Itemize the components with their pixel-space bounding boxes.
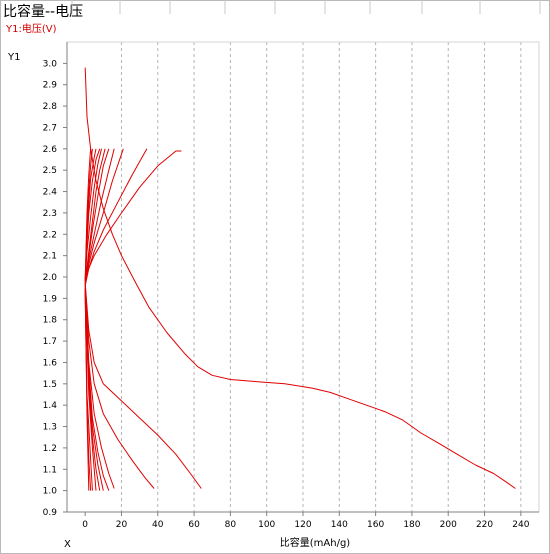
- x-tick-label-8: 160: [367, 520, 384, 530]
- x-tick-label-10: 200: [440, 520, 457, 530]
- y-tick-label-19: 2.8: [43, 102, 58, 112]
- y-tick-label-18: 2.7: [43, 123, 57, 133]
- y-axis-name: Y1: [7, 52, 20, 63]
- x-tick-label-2: 40: [152, 520, 164, 530]
- x-tick-label-4: 80: [225, 520, 237, 530]
- y-tick-label-12: 2.1: [43, 252, 57, 262]
- gridlines: [120, 42, 522, 512]
- series-line-14: [84, 148, 124, 286]
- series-line-17: [84, 148, 106, 284]
- chart-title: 比容量--电压: [3, 4, 84, 20]
- y-tick-label-11: 2.0: [43, 273, 58, 283]
- y-tick-label-16: 2.5: [43, 166, 57, 176]
- y-tick-label-1: 1.0: [43, 487, 58, 497]
- series-line-13: [84, 148, 148, 286]
- y-tick-label-10: 1.9: [43, 294, 58, 304]
- top-tick-marks: [71, 0, 541, 14]
- series-layer: [84, 67, 516, 491]
- series-line-8: [84, 289, 97, 491]
- x-axis-name: X: [64, 539, 71, 550]
- x-tick-label-3: 60: [188, 520, 200, 530]
- y-tick-label-9: 1.8: [43, 316, 58, 326]
- x-tick-label-12: 240: [512, 520, 529, 530]
- y-tick-label-15: 2.4: [43, 188, 58, 198]
- series-line-11: [84, 294, 90, 491]
- y-tick-label-21: 3.0: [43, 59, 58, 69]
- series-line-22: [84, 148, 92, 280]
- y1-series-label: Y1:电压(V): [6, 24, 57, 35]
- y-tick-labels: 0.9 1.0 1.1 1.2 1.3 1.4 1.5 1.6 1.7 1.8 1.9 2.0 2.1 2…: [43, 59, 67, 518]
- x-axis-title: 比容量(mAh/g): [280, 536, 351, 549]
- y-tick-label-3: 1.2: [43, 444, 57, 454]
- y-tick-label-14: 2.3: [43, 209, 57, 219]
- x-tick-label-1: 20: [116, 520, 128, 530]
- x-tick-label-0: 0: [82, 520, 88, 530]
- y-tick-label-17: 2.6: [43, 145, 58, 155]
- y-tick-label-4: 1.3: [43, 423, 57, 433]
- y-tick-label-8: 1.7: [43, 337, 57, 347]
- y-tick-label-6: 1.5: [43, 380, 57, 390]
- series-line-2: [84, 283, 202, 489]
- y-tick-label-2: 1.1: [43, 465, 57, 475]
- x-tick-labels: 0 20 40 60 80 100 120 140 160 180 200 220 240: [82, 512, 530, 530]
- y-tick-label-0: 0.9: [43, 508, 58, 518]
- x-tick-label-5: 100: [258, 520, 275, 530]
- y-tick-label-5: 1.4: [43, 401, 58, 411]
- x-tick-label-9: 180: [403, 520, 420, 530]
- y-tick-label-13: 2.2: [43, 230, 57, 240]
- series-line-3: [84, 283, 155, 489]
- x-tick-label-6: 120: [294, 520, 311, 530]
- x-tick-label-7: 140: [331, 520, 348, 530]
- series-line-1: [84, 67, 516, 489]
- y-tick-label-20: 2.9: [43, 81, 58, 91]
- y-tick-label-7: 1.6: [43, 358, 58, 368]
- x-tick-label-11: 220: [476, 520, 493, 530]
